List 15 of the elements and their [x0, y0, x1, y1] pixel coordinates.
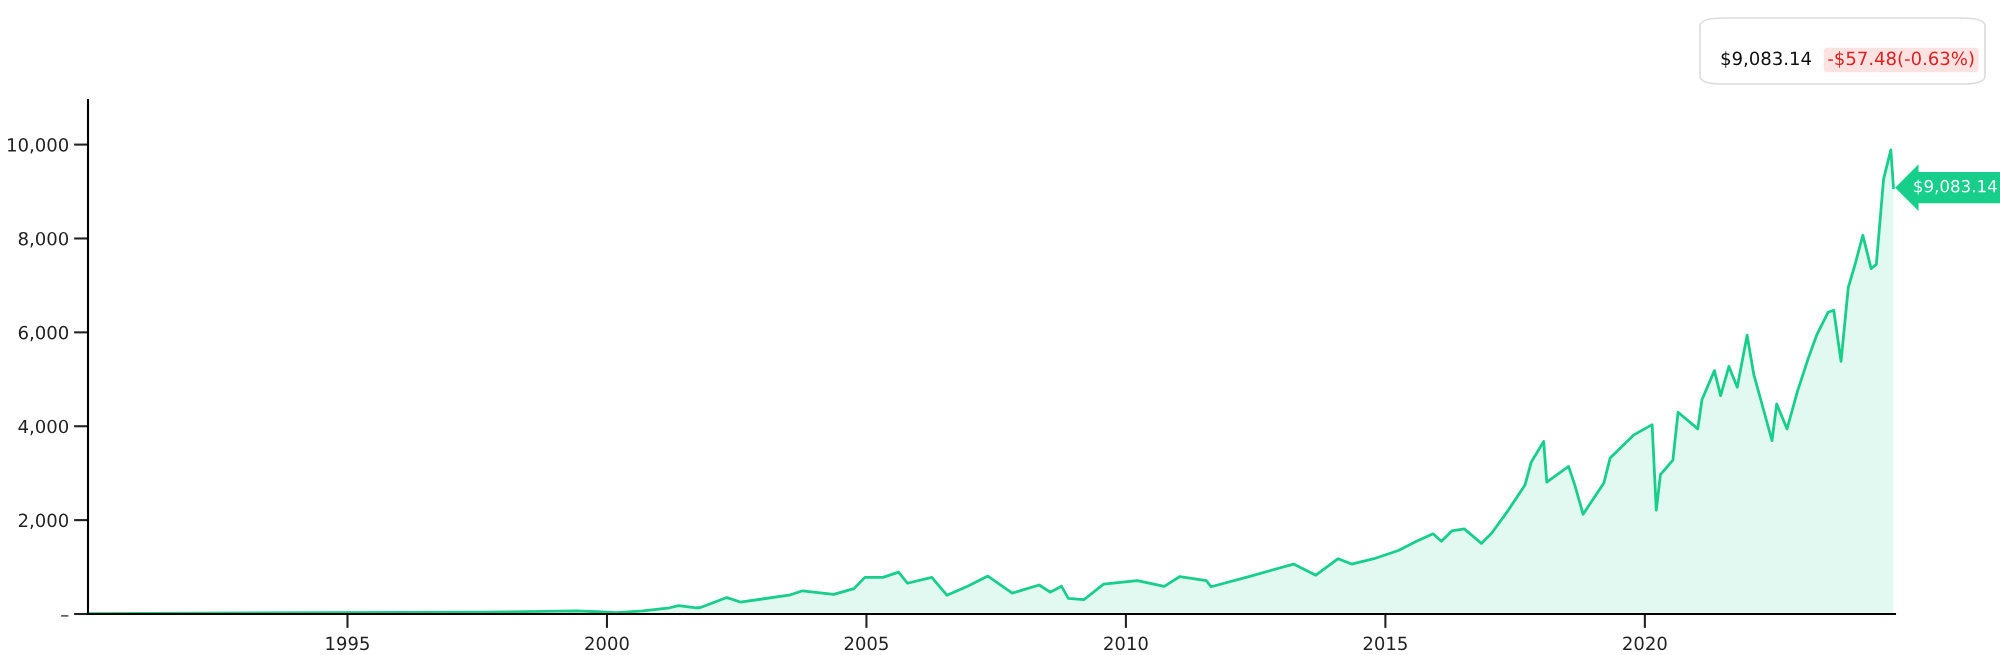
x-tick-label: 1995: [326, 636, 369, 651]
y-tick-label: 6,000: [18, 325, 69, 342]
x-tick-label: 2020: [1623, 636, 1667, 651]
y-tick-label: 4,000: [18, 419, 69, 436]
x-tick-label: 2005: [844, 636, 888, 651]
text: -$57.48(-0.63%): [1828, 51, 1974, 68]
annotation: $9,083.14: [1914, 179, 1997, 195]
y-tick-label: 2,000: [18, 513, 69, 530]
y-tick-label: –: [61, 615, 69, 617]
x-tick-label: 2015: [1363, 636, 1407, 651]
text: $9,083.14: [1721, 51, 1811, 68]
y-tick-label: 8,000: [18, 231, 69, 248]
x-tick-label: 2000: [585, 636, 629, 651]
x-tick-label: 2010: [1104, 636, 1148, 651]
y-tick-label: 10,000: [8, 138, 69, 154]
